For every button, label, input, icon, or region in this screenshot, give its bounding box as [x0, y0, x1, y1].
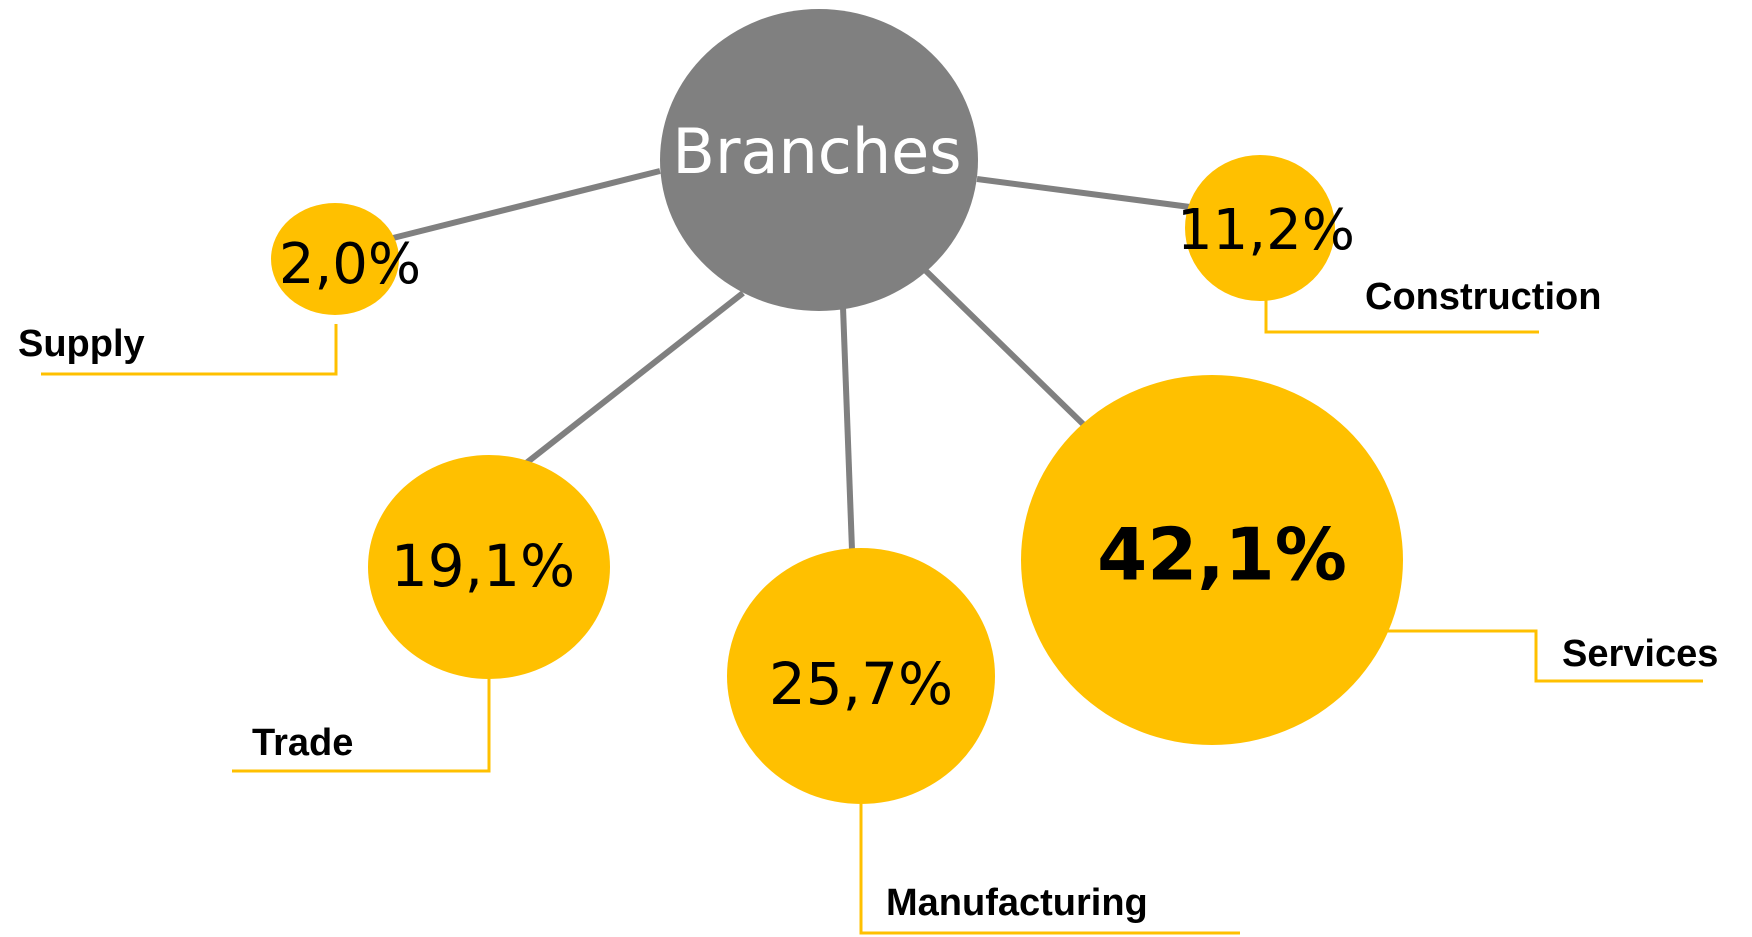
node-value: 42,1%	[1097, 513, 1347, 597]
node-label: Supply	[18, 323, 145, 365]
spoke	[523, 290, 745, 467]
connector	[1264, 299, 1539, 334]
node-label: Construction	[1365, 276, 1601, 318]
spoke	[840, 306, 855, 551]
node-value: 19,1%	[391, 532, 575, 600]
node	[1185, 155, 1335, 301]
node-value: 2,0%	[279, 232, 421, 297]
spoke	[976, 176, 1191, 210]
node	[368, 455, 610, 679]
center-label: Branches	[672, 115, 961, 188]
center-node	[660, 9, 978, 311]
node-label: Manufacturing	[886, 882, 1148, 924]
node-label: Trade	[252, 722, 353, 764]
node	[727, 548, 995, 804]
node-label: Services	[1562, 633, 1718, 675]
connector	[1385, 629, 1703, 683]
spoke	[384, 168, 661, 243]
node-value: 11,2%	[1177, 198, 1355, 263]
connector	[41, 324, 338, 376]
spoke	[922, 267, 1087, 428]
node	[1021, 375, 1403, 745]
connector	[859, 804, 1240, 935]
connector	[232, 679, 491, 773]
node	[271, 203, 399, 315]
node-value: 25,7%	[769, 650, 953, 718]
